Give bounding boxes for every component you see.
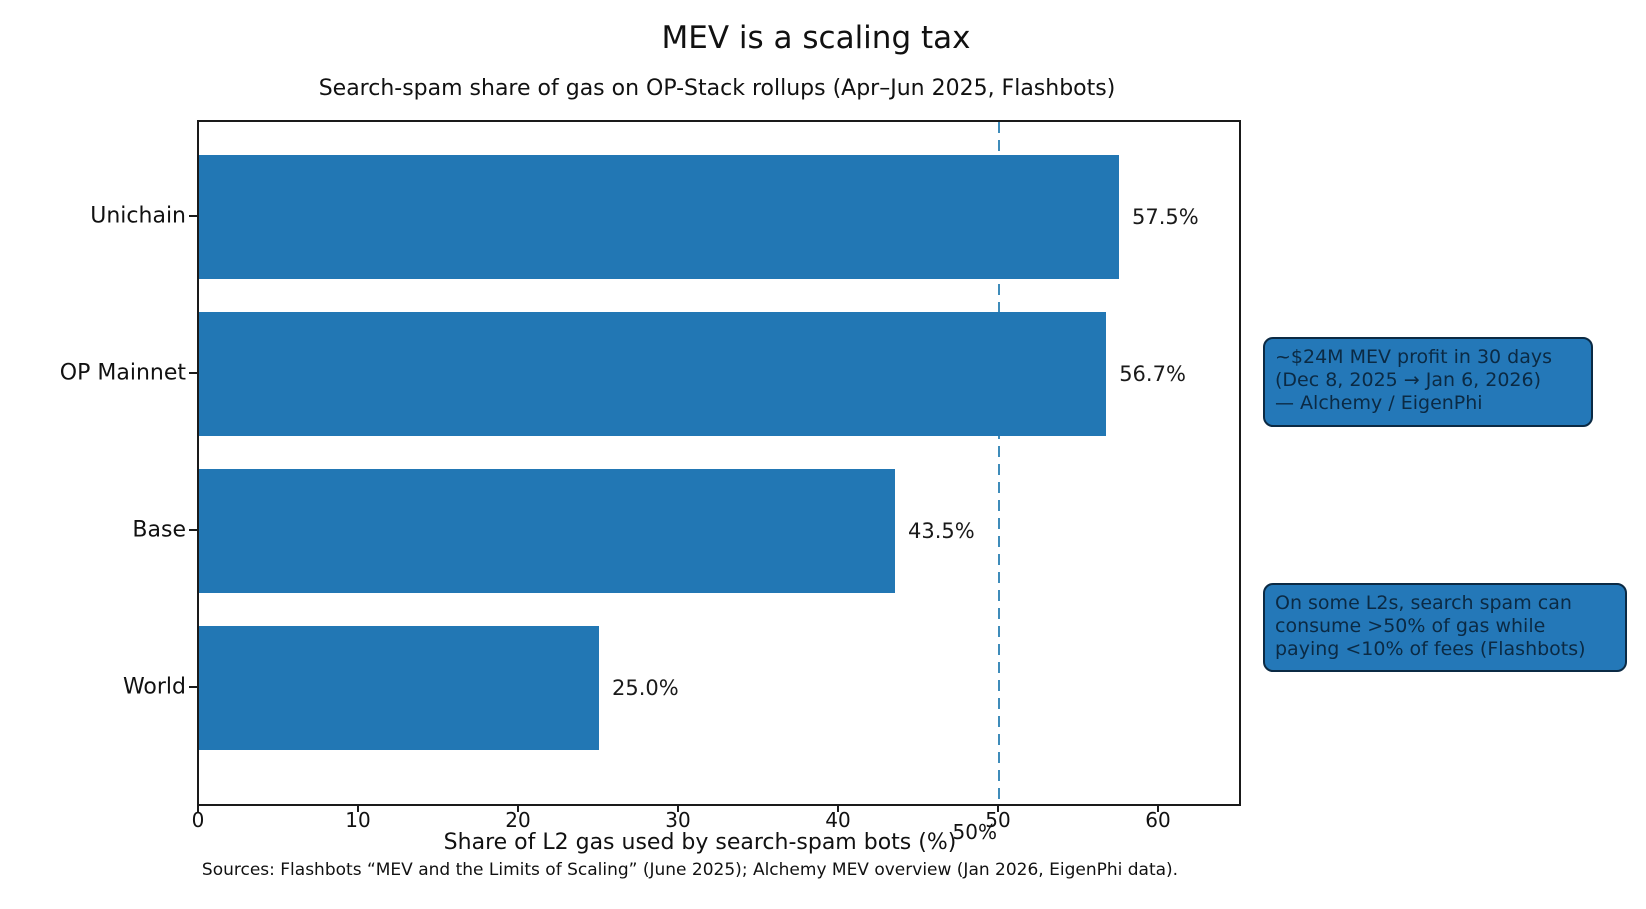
x-tick-label: 60	[1145, 808, 1171, 832]
x-tick-label: 40	[825, 808, 851, 832]
x-tick-label: 30	[665, 808, 691, 832]
bar-value-label: 43.5%	[908, 519, 975, 543]
annotation-search-spam: On some L2s, search spam can consume >50…	[1263, 583, 1627, 672]
y-tick-mark	[189, 686, 197, 688]
sources-footnote: Sources: Flashbots “MEV and the Limits o…	[201, 860, 1179, 880]
chart-subtitle: Search-spam share of gas on OP-Stack rol…	[318, 76, 1116, 101]
bar-value-label: 56.7%	[1119, 362, 1186, 386]
bar-unichain	[199, 155, 1119, 279]
bar-value-label: 25.0%	[612, 676, 679, 700]
bar-value-label: 57.5%	[1132, 205, 1199, 229]
bar-base	[199, 469, 895, 593]
x-tick-mark	[837, 804, 839, 812]
y-tick-mark	[189, 215, 197, 217]
x-tick-label: 10	[345, 808, 371, 832]
y-tick-mark	[189, 372, 197, 374]
y-tick-mark	[189, 529, 197, 531]
x-tick-mark	[357, 804, 359, 812]
x-tick-mark	[197, 804, 199, 812]
refline-label: 50%	[952, 820, 997, 844]
x-tick-label: 0	[191, 808, 205, 832]
bar-world	[199, 626, 599, 750]
x-tick-mark	[517, 804, 519, 812]
x-tick-mark	[1157, 804, 1159, 812]
annotation-mev-profit: ~$24M MEV profit in 30 days (Dec 8, 2025…	[1263, 337, 1593, 427]
refline-50pct	[998, 122, 1000, 804]
chart-title: MEV is a scaling tax	[661, 20, 971, 56]
x-tick-mark	[997, 804, 999, 812]
x-tick-label: 50	[985, 808, 1011, 832]
x-tick-mark	[677, 804, 679, 812]
y-axis-label: Base	[132, 517, 186, 543]
y-axis-label: World	[122, 674, 186, 700]
y-axis-label: Unichain	[90, 203, 186, 229]
plot-area: 57.5% 56.7% 43.5% 25.0%	[197, 120, 1241, 806]
x-tick-label: 20	[505, 808, 531, 832]
y-axis-label: OP Mainnet	[59, 360, 186, 386]
bar-op-mainnet	[199, 312, 1107, 436]
x-axis-label: Share of L2 gas used by search-spam bots…	[443, 830, 957, 855]
